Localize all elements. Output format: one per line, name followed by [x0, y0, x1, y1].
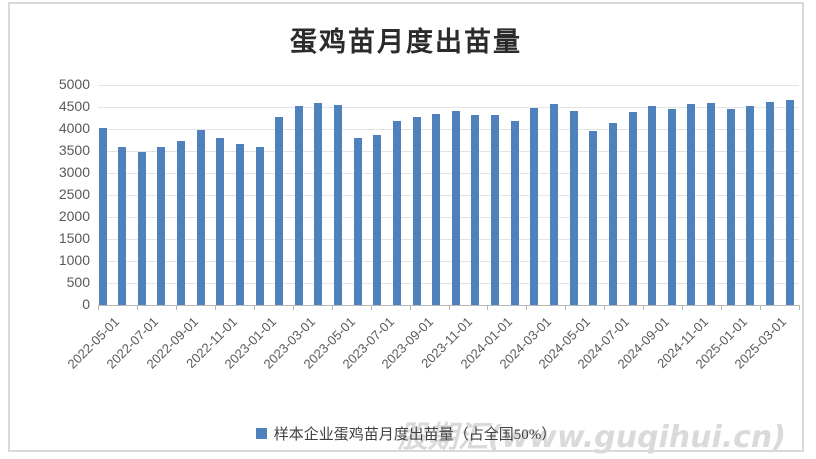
bar [275, 117, 284, 305]
y-axis-tick-label: 1500 [58, 230, 90, 246]
bar [491, 114, 500, 305]
bar [255, 147, 264, 305]
x-axis-tick [409, 305, 411, 310]
y-axis-tick-label: 4500 [58, 98, 90, 114]
bar [765, 102, 774, 305]
gridline [98, 217, 799, 218]
legend-label: 样本企业蛋鸡苗月度出苗量（占全国50%） [273, 427, 557, 443]
legend-marker-icon [255, 428, 267, 439]
gridline [98, 173, 799, 174]
legend: 样本企业蛋鸡苗月度出苗量（占全国50%） [10, 423, 802, 444]
bar [294, 106, 303, 305]
bar [235, 143, 244, 305]
bar [373, 135, 382, 305]
y-axis-tick-label: 3000 [58, 164, 90, 180]
bar [589, 130, 598, 305]
x-axis-tick [136, 305, 138, 310]
gridline [98, 151, 799, 152]
gridline [98, 129, 799, 130]
gridline [98, 239, 799, 240]
x-axis-tick [448, 305, 450, 310]
y-axis-tick-label: 0 [82, 296, 90, 312]
x-axis-tick [175, 305, 177, 310]
x-axis-tick [643, 305, 645, 310]
y-axis-tick-label: 4000 [58, 120, 90, 136]
y-axis-tick-label: 5000 [58, 76, 90, 92]
x-axis-tick [682, 305, 684, 310]
x-axis-tick [721, 305, 723, 310]
bar [530, 107, 539, 305]
bar [746, 105, 755, 305]
x-axis-tick [799, 305, 800, 310]
bar [432, 113, 441, 305]
x-axis-tick [565, 305, 567, 310]
x-axis-tick [370, 305, 372, 310]
x-axis-tick [253, 305, 255, 310]
gridline [98, 195, 799, 196]
bar [412, 117, 421, 305]
bar [648, 106, 657, 305]
y-axis-tick-label: 1000 [58, 252, 90, 268]
bar [667, 108, 676, 305]
gridline [98, 261, 799, 262]
chart-frame: 蛋鸡苗月度出苗量 0 500 1000 1500 2000 2500 3000 3500 400… [8, 2, 804, 455]
bar [510, 121, 519, 305]
bar [785, 99, 794, 305]
bar [177, 141, 186, 305]
bar [569, 110, 578, 305]
gridline [98, 283, 799, 284]
gridline [98, 107, 799, 108]
gridline [98, 85, 799, 86]
bar [196, 130, 205, 305]
y-axis-tick-label: 2500 [58, 186, 90, 202]
x-axis-tick [760, 305, 762, 310]
x-axis-tick [487, 305, 489, 310]
bar [157, 147, 166, 305]
x-axis-tick [292, 305, 294, 310]
bar [628, 112, 637, 305]
y-axis-tick-label: 3500 [58, 142, 90, 158]
bar [392, 121, 401, 305]
x-axis-tick [331, 305, 333, 310]
bar [137, 152, 146, 305]
x-axis-tick [214, 305, 216, 310]
x-axis-tick [98, 305, 99, 310]
bar [314, 103, 323, 305]
bar [98, 128, 107, 305]
bar [549, 104, 558, 305]
bar [216, 137, 225, 305]
y-axis-tick-label: 2000 [58, 208, 90, 224]
bar [334, 105, 343, 305]
plot-area [98, 85, 800, 310]
bar [118, 147, 127, 305]
watermark: 股期汇(www.guqihui.cn) [397, 420, 786, 455]
bar [353, 138, 362, 305]
bar [451, 110, 460, 305]
bar [726, 108, 735, 305]
bar [707, 103, 716, 305]
bar [471, 115, 480, 305]
y-axis-tick-label: 500 [66, 274, 90, 290]
bar [687, 104, 696, 305]
x-axis-tick [604, 305, 606, 310]
chart-title: 蛋鸡苗月度出苗量 [290, 27, 522, 57]
bar [608, 122, 617, 305]
x-axis-tick [526, 305, 528, 310]
